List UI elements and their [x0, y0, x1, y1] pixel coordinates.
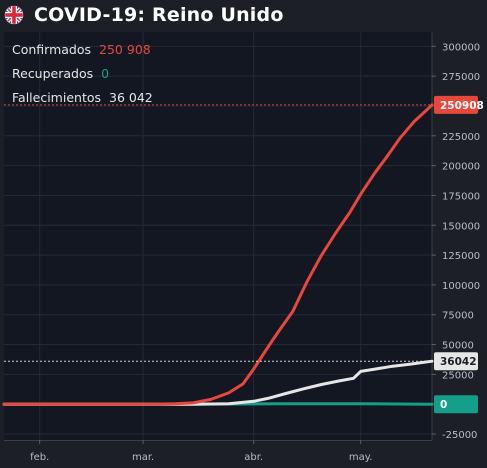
y-tick-label: 300000 [442, 42, 480, 53]
series-line-confirmed [2, 103, 434, 406]
x-axis: feb. mar. abr. may. [4, 440, 432, 463]
y-tick-label: 125000 [442, 251, 480, 262]
value-label-box [434, 395, 478, 414]
uk-flag-icon [4, 5, 24, 25]
y-tick-label: 200000 [442, 162, 480, 173]
value-markers: 250908 0 36042 [4, 95, 484, 414]
y-tick-label: 50000 [442, 341, 474, 352]
x-tick-label: abr. [244, 452, 263, 463]
legend-label: Recuperados [12, 66, 94, 81]
x-tick-label: feb. [30, 452, 49, 463]
page-title: COVID-19: Reino Unido [34, 4, 284, 26]
legend-item-deaths: Fallecimientos 36 042 [12, 90, 153, 114]
legend-value: 250 908 [99, 42, 151, 57]
y-tick-label: 100000 [442, 281, 480, 292]
legend: Confirmados 250 908 Recuperados 0 Fallecim… [12, 42, 153, 114]
x-axis-line [4, 440, 432, 441]
y-tick-label: 225000 [442, 132, 480, 143]
series-lines [2, 103, 434, 406]
x-tick-label: may. [349, 452, 373, 463]
y-tick-label: -25000 [442, 430, 477, 441]
y-tick-label: 175000 [442, 191, 480, 202]
x-tick-label: mar. [132, 452, 154, 463]
value-label-box [434, 352, 478, 371]
legend-item-confirmed: Confirmados 250 908 [12, 42, 153, 66]
value-label-box [434, 95, 478, 114]
grid [4, 32, 432, 440]
y-tick-label: 150000 [442, 221, 480, 232]
y-axis[interactable]: -25000 0 25000 50000 75000 100000 125000 150000… [431, 32, 480, 441]
series-line-deaths [2, 359, 434, 406]
value-label: 250908 [440, 100, 484, 112]
legend-value: 0 [101, 66, 110, 81]
value-label: 36042 [440, 356, 477, 368]
legend-label: Fallecimientos [12, 90, 102, 105]
y-tick-label: 75000 [442, 311, 474, 322]
value-label: 0 [440, 399, 447, 411]
legend-label: Confirmados [12, 42, 92, 57]
header: COVID-19: Reino Unido [0, 0, 487, 30]
y-tick-label: 25000 [442, 370, 474, 381]
legend-item-recovered: Recuperados 0 [12, 66, 153, 90]
legend-value: 36 042 [109, 90, 153, 105]
y-tick-label: 275000 [442, 72, 480, 83]
